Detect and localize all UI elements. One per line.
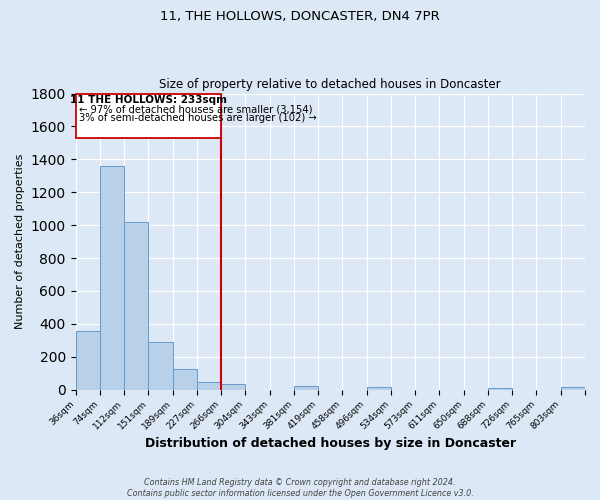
FancyBboxPatch shape — [76, 94, 221, 138]
Bar — [221, 384, 245, 390]
Text: ← 97% of detached houses are smaller (3,154): ← 97% of detached houses are smaller (3,… — [79, 104, 313, 114]
Text: 11 THE HOLLOWS: 233sqm: 11 THE HOLLOWS: 233sqm — [70, 95, 227, 105]
Y-axis label: Number of detached properties: Number of detached properties — [15, 154, 25, 330]
Bar — [173, 368, 197, 390]
Bar — [76, 331, 100, 390]
Text: 3% of semi-detached houses are larger (102) →: 3% of semi-detached houses are larger (1… — [79, 114, 317, 124]
Bar — [148, 342, 173, 390]
Bar — [367, 386, 391, 390]
Text: Contains HM Land Registry data © Crown copyright and database right 2024.
Contai: Contains HM Land Registry data © Crown c… — [127, 478, 473, 498]
Text: 11, THE HOLLOWS, DONCASTER, DN4 7PR: 11, THE HOLLOWS, DONCASTER, DN4 7PR — [160, 10, 440, 23]
Bar — [488, 388, 512, 390]
Title: Size of property relative to detached houses in Doncaster: Size of property relative to detached ho… — [160, 78, 501, 91]
X-axis label: Distribution of detached houses by size in Doncaster: Distribution of detached houses by size … — [145, 437, 516, 450]
Bar — [294, 386, 318, 390]
Bar — [124, 222, 148, 390]
Bar — [561, 386, 585, 390]
Bar — [100, 166, 124, 390]
Bar — [197, 382, 221, 390]
